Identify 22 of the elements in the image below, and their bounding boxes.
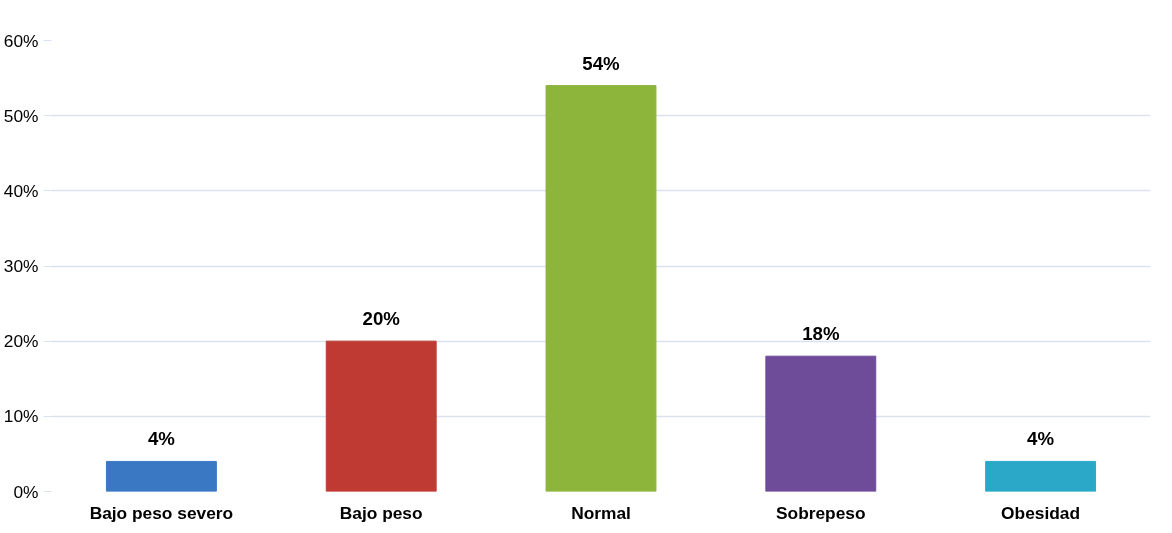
bar (325, 340, 437, 492)
y-tick-label: 10% (3, 406, 39, 427)
bar (105, 460, 217, 492)
x-tick-label: Bajo peso severo (89, 502, 234, 523)
bar (765, 355, 877, 492)
data-label: 4% (1027, 428, 1055, 450)
x-tick-label: Normal (571, 502, 631, 523)
y-tick-label: 30% (3, 256, 39, 276)
x-tick-label: Sobrepeso (776, 502, 866, 523)
bar (545, 85, 657, 492)
y-tick-label: 50% (3, 105, 39, 126)
y-tick-label: 60% (3, 30, 39, 51)
data-label: 20% (362, 308, 401, 330)
x-tick-label: Bajo peso (339, 502, 423, 523)
data-label: 4% (147, 428, 176, 450)
y-tick-label: 20% (3, 331, 39, 352)
data-label: 18% (802, 323, 840, 345)
x-tick-label: Obesidad (1001, 502, 1081, 523)
bar (985, 460, 1097, 492)
y-tick-label: 0% (13, 481, 39, 502)
data-label: 54% (582, 52, 621, 74)
y-tick-label: 40% (3, 180, 39, 201)
